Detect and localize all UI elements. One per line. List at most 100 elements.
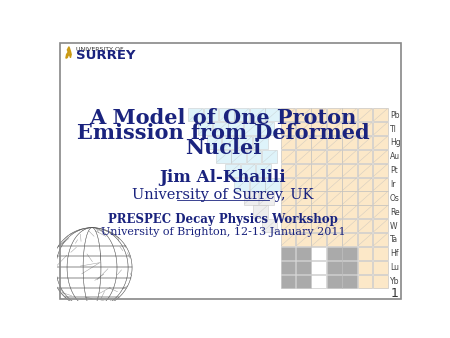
Bar [281, 275, 295, 288]
Bar [373, 206, 388, 218]
Bar [311, 206, 326, 218]
Bar [327, 122, 342, 135]
Bar [311, 150, 326, 163]
Bar [327, 275, 342, 288]
Bar [296, 192, 310, 204]
Bar [358, 275, 372, 288]
Bar [311, 247, 326, 260]
Polygon shape [66, 47, 71, 58]
Bar [281, 233, 295, 246]
Text: Ir: Ir [390, 180, 396, 189]
Bar [238, 136, 252, 149]
Bar [373, 122, 388, 135]
Text: Au: Au [390, 152, 400, 161]
Bar [373, 275, 388, 288]
Bar [281, 261, 295, 274]
Bar [244, 122, 258, 135]
Bar [327, 150, 342, 163]
Bar [327, 206, 342, 218]
Text: Jim Al-Khalili: Jim Al-Khalili [160, 169, 286, 186]
Text: University of Surrey, UK: University of Surrey, UK [132, 188, 314, 201]
Bar [234, 178, 249, 191]
Bar [234, 108, 249, 121]
Text: A Model of One Proton: A Model of One Proton [89, 107, 356, 127]
Bar [327, 192, 342, 204]
Text: Tl: Tl [390, 125, 397, 134]
Bar [342, 192, 357, 204]
Bar [296, 136, 310, 149]
Bar [241, 164, 255, 177]
Bar [342, 233, 357, 246]
Bar [342, 261, 357, 274]
Bar [311, 192, 326, 204]
Bar [225, 164, 240, 177]
Bar [281, 150, 295, 163]
Bar [296, 206, 310, 218]
Bar [265, 178, 280, 191]
Bar [219, 108, 234, 121]
Bar [342, 108, 357, 121]
Bar [327, 247, 342, 260]
Bar [281, 247, 295, 260]
Text: Pt: Pt [390, 166, 398, 175]
Bar [228, 122, 243, 135]
Bar [265, 108, 280, 121]
Bar [327, 233, 342, 246]
Bar [342, 219, 357, 232]
Bar [373, 178, 388, 191]
Bar [373, 136, 388, 149]
Bar [373, 247, 388, 260]
Bar [207, 136, 221, 149]
Bar [204, 108, 218, 121]
Bar [358, 150, 372, 163]
Bar [296, 275, 310, 288]
Bar [358, 122, 372, 135]
Bar [342, 206, 357, 218]
Text: Hg: Hg [390, 139, 400, 147]
Bar [311, 219, 326, 232]
Text: Os: Os [390, 194, 400, 203]
Bar [296, 219, 310, 232]
Bar [327, 178, 342, 191]
Bar [262, 219, 277, 232]
Text: PRESPEC Decay Physics Workshop: PRESPEC Decay Physics Workshop [108, 213, 338, 226]
Text: SURREY: SURREY [76, 49, 135, 63]
Bar [198, 122, 212, 135]
Bar [327, 164, 342, 177]
Text: Re: Re [390, 208, 400, 217]
Text: University of Brighton, 12-13 January 2011: University of Brighton, 12-13 January 20… [101, 226, 345, 237]
Bar [216, 150, 230, 163]
Bar [358, 136, 372, 149]
Bar [342, 178, 357, 191]
Bar [358, 206, 372, 218]
Bar [342, 136, 357, 149]
Bar [222, 136, 237, 149]
Bar [373, 261, 388, 274]
Bar [213, 122, 228, 135]
Bar [296, 108, 310, 121]
Bar [311, 275, 326, 288]
Bar [244, 192, 258, 204]
Bar [311, 261, 326, 274]
Text: Emission from Deformed: Emission from Deformed [76, 123, 369, 143]
Text: Yb: Yb [390, 277, 400, 286]
Bar [373, 192, 388, 204]
Bar [358, 178, 372, 191]
Bar [327, 219, 342, 232]
Bar [311, 108, 326, 121]
Bar [250, 108, 265, 121]
Bar [373, 219, 388, 232]
Bar [247, 150, 261, 163]
Bar [327, 108, 342, 121]
Bar [296, 233, 310, 246]
Text: Pb: Pb [390, 111, 400, 120]
Bar [296, 247, 310, 260]
Bar [296, 178, 310, 191]
Bar [358, 247, 372, 260]
Bar [250, 178, 265, 191]
Text: Hf: Hf [390, 249, 399, 258]
Bar [296, 164, 310, 177]
Text: Lu: Lu [390, 263, 399, 272]
Bar [281, 164, 295, 177]
Bar [281, 136, 295, 149]
